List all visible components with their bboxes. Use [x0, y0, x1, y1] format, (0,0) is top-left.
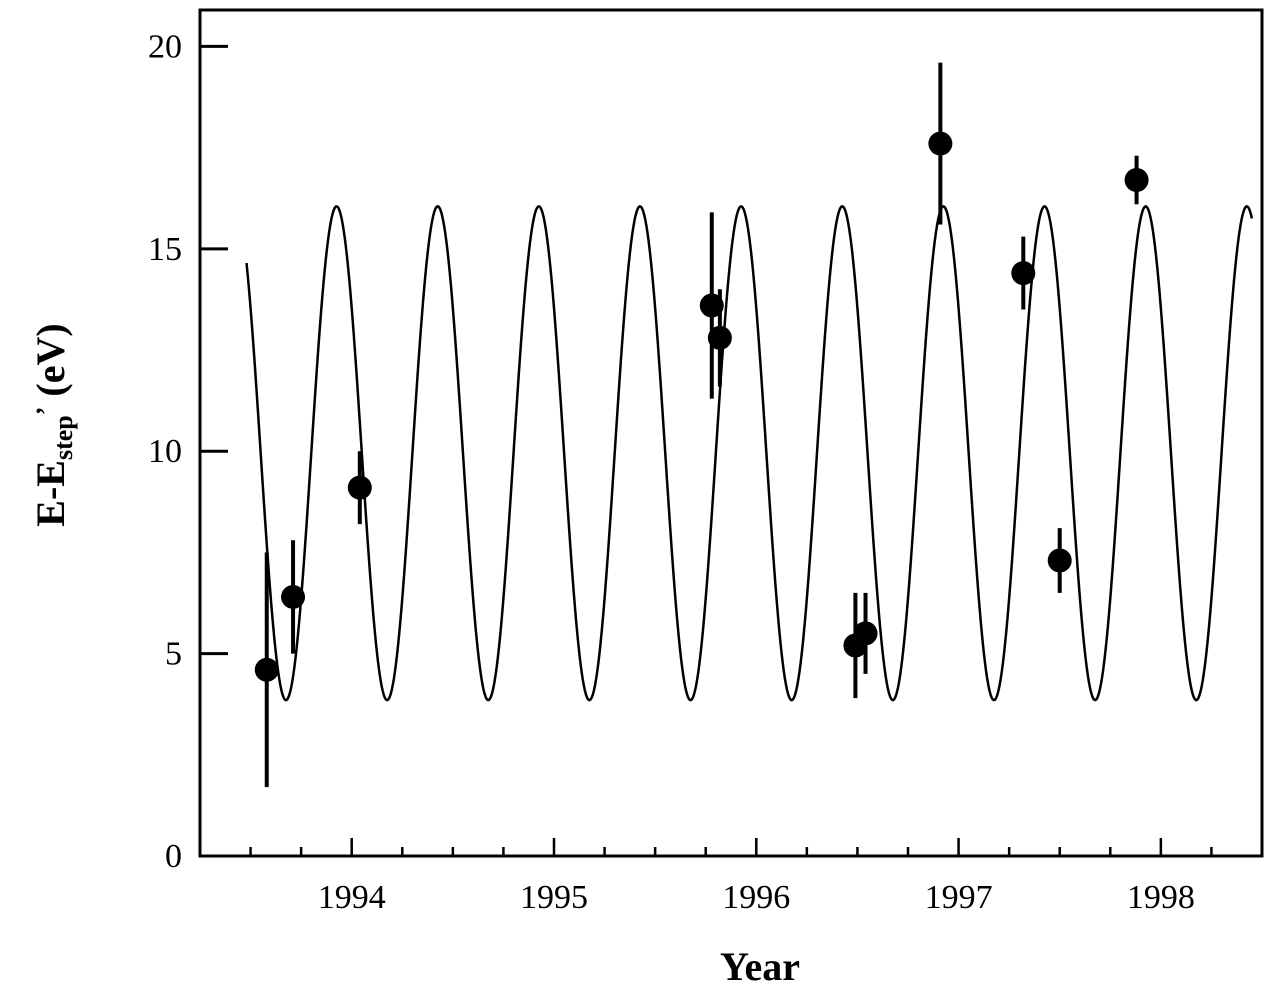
x-axis-label: Year	[720, 944, 800, 987]
svg-text:E-Estep’ (eV): E-Estep’ (eV)	[28, 323, 78, 526]
y-axis-label: E-Estep’ (eV)	[28, 323, 78, 526]
y-axis-label-main: E-E	[28, 460, 73, 527]
plot-border	[198, 8, 1264, 858]
plot-frame	[198, 8, 1264, 858]
y-axis-label-sub: step	[49, 415, 78, 460]
data-point	[699, 293, 724, 318]
y-axis-label-unit: (eV)	[28, 323, 73, 396]
y-tick-label: 10	[148, 433, 182, 470]
fit-curve-layer	[245, 204, 1254, 702]
y-tick-label: 20	[148, 28, 182, 65]
data-point	[254, 657, 279, 682]
y-axis-label-sup: ’	[31, 407, 60, 416]
x-tick-label: 1995	[520, 879, 588, 916]
y-tick-label: 0	[165, 838, 182, 875]
data-point	[1011, 261, 1036, 286]
data-point	[1124, 168, 1149, 193]
y-tick-label: 5	[165, 636, 182, 673]
x-tick-label: 1994	[318, 879, 386, 916]
x-tick-label: 1998	[1127, 879, 1195, 916]
data-point	[928, 131, 953, 156]
y-tick-label: 15	[148, 231, 182, 268]
data-point	[853, 621, 878, 646]
x-tick-label: 1996	[722, 879, 790, 916]
y-ticks: 0 5 10 15 20	[148, 28, 228, 875]
data-points-layer	[254, 62, 1149, 788]
data-point	[281, 584, 306, 609]
data-point	[1047, 548, 1072, 573]
data-point	[347, 475, 372, 500]
x-ticks: 1994 1995 1996 1997 1998	[198, 838, 1264, 916]
x-tick-label: 1997	[925, 879, 993, 916]
data-point	[707, 325, 732, 350]
fit-curve	[245, 204, 1254, 702]
